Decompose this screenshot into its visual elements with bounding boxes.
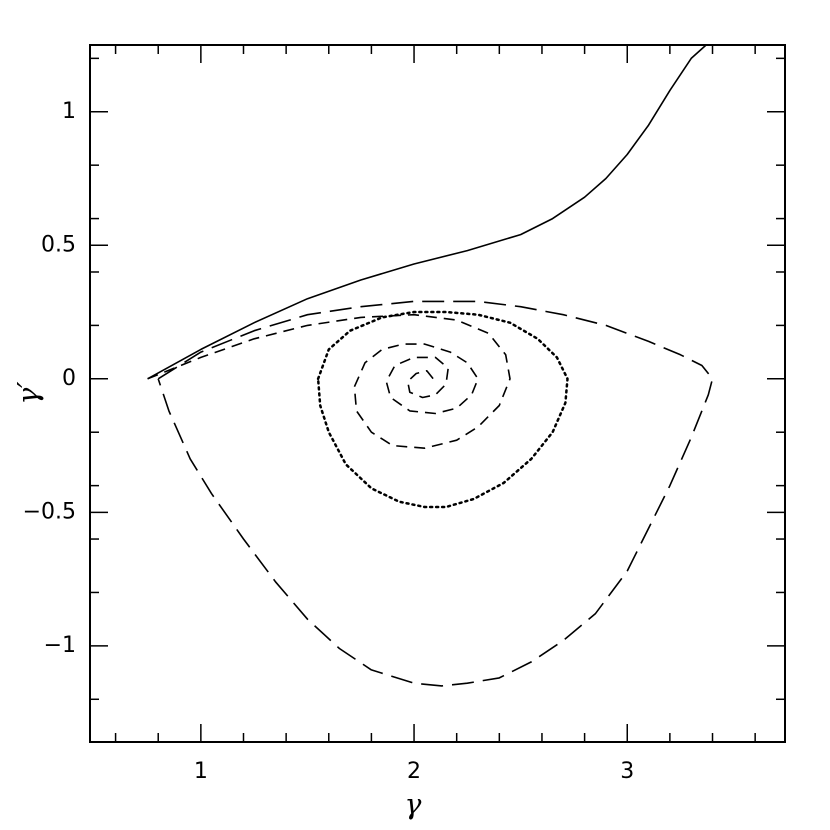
curve	[316, 310, 569, 509]
curve	[147, 44, 707, 380]
y-tick-label: 1	[62, 99, 76, 124]
y-tick-label: −0.5	[23, 499, 76, 524]
x-axis-label: γ	[405, 788, 422, 821]
x-tick-label: 1	[194, 759, 208, 784]
y-tick-label: 0	[62, 366, 76, 391]
y-tick-label: −1	[44, 633, 76, 658]
curve	[157, 300, 714, 687]
x-tick-label: 3	[620, 759, 634, 784]
x-tick-label: 2	[407, 759, 421, 784]
y-axis-label: γ′	[12, 381, 45, 405]
curve	[147, 313, 511, 449]
plot-frame	[89, 44, 786, 743]
y-tick-label: 0.5	[41, 232, 76, 257]
